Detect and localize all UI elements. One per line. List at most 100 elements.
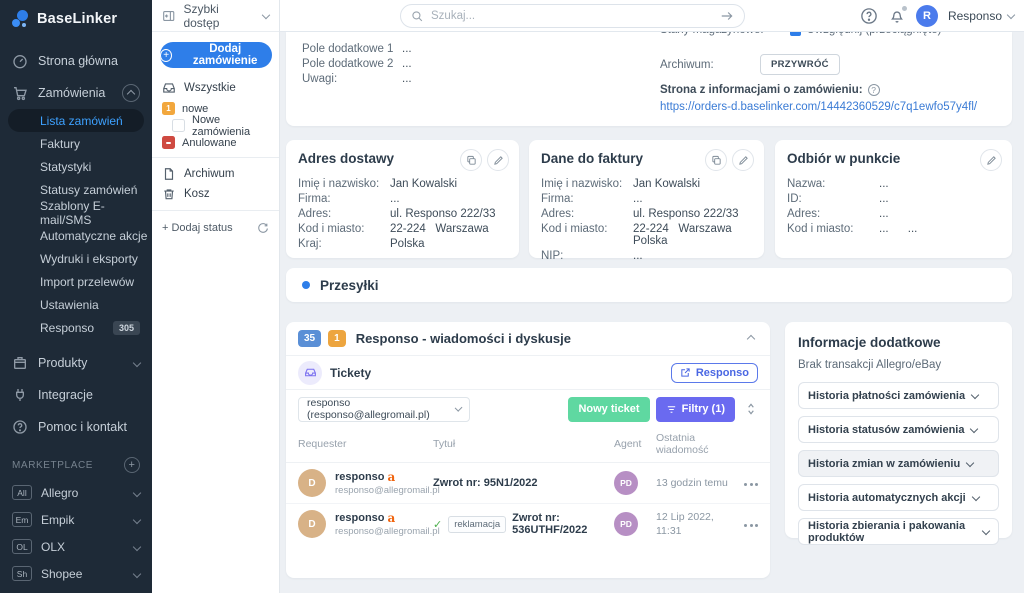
order-info-page-link[interactable]: https://orders-d.baselinker.com/14442360… [660, 101, 978, 113]
sidebar-item-label: Zamówienia [38, 86, 106, 100]
sidebar-item-allegro[interactable]: All Allegro [0, 479, 152, 506]
chevron-down-icon [1006, 10, 1016, 20]
status-filter-cancelled[interactable]: Anulowane [152, 134, 279, 151]
copy-icon[interactable] [460, 149, 482, 171]
sidebar-item-help[interactable]: Pomoc i kontakt [0, 411, 152, 443]
help-icon[interactable] [860, 7, 878, 25]
sidebar-subitem-label: Responso [40, 320, 95, 335]
accordion-status-history[interactable]: Historia statusów zamówienia [798, 416, 999, 443]
sidebar-subitem-label: Statystyki [40, 159, 92, 174]
sidebar-toggle-icon[interactable] [162, 9, 175, 23]
collapse-orders-icon[interactable] [122, 84, 140, 102]
filters-button[interactable]: Filtry (1) [655, 396, 735, 422]
sidebar-item-invoices[interactable]: Faktury [0, 132, 152, 155]
row-menu-icon[interactable] [734, 481, 758, 486]
status-filter-new-orders[interactable]: Nowe zamówienia [152, 114, 279, 138]
sidebar-item-empik[interactable]: Em Empik [0, 506, 152, 533]
filter-archive[interactable]: Archiwum [152, 164, 279, 184]
sidebar-item-responso[interactable]: Responso 305 [0, 316, 152, 339]
sidebar-item-olx[interactable]: OL OLX [0, 533, 152, 560]
shipments-section[interactable]: Przesyłki [286, 268, 1012, 302]
sidebar-item-home[interactable]: Strona główna [0, 45, 152, 77]
chevron-down-icon [132, 542, 142, 551]
trash-icon [162, 187, 176, 201]
filter-trash[interactable]: Kosz [152, 184, 279, 204]
notification-dot [901, 6, 907, 11]
filter-label: Kosz [184, 188, 210, 200]
sidebar-item-orders[interactable]: Zamówienia [0, 77, 152, 109]
accordion-picking-packing-history[interactable]: Historia zbierania i pakowania produktów [798, 518, 999, 545]
sidebar-item-automatic-actions[interactable]: Automatyczne akcje [0, 224, 152, 247]
edit-pencil-icon[interactable] [732, 149, 754, 171]
baselinker-logo-icon [12, 10, 30, 28]
edit-pencil-icon[interactable] [487, 149, 509, 171]
add-order-button[interactable]: + Dodaj zamówienie [160, 42, 272, 68]
user-avatar[interactable]: R [915, 5, 938, 27]
quick-access-header[interactable]: Szybki dostęp [152, 0, 279, 32]
sidebar-item-order-statuses[interactable]: Statusy zamówień [0, 178, 152, 201]
accordion-payment-history[interactable]: Historia płatności zamówienia [798, 382, 999, 409]
edit-pencil-icon[interactable] [980, 149, 1002, 171]
open-responso-button[interactable]: Responso [670, 362, 758, 383]
add-status-button[interactable]: + Dodaj status [152, 217, 279, 239]
sidebar-item-label: Produkty [38, 356, 88, 370]
mailbox-select[interactable]: responso (responso@allegromail.pl) [298, 396, 470, 422]
order-info-page-label: Strona z informacjami o zamówieniu: [660, 84, 863, 96]
tickets-controls: responso (responso@allegromail.pl) Nowy … [286, 390, 770, 428]
sidebar-item-emag[interactable]: eM eMAG.ro Polecana [0, 587, 152, 593]
sidebar-item-statistics[interactable]: Statystyki [0, 155, 152, 178]
pickup-point-card: Odbiór w punkcie Nazwa:... ID:... Adres:… [775, 140, 1012, 258]
accordion-automatic-actions-history[interactable]: Historia automatycznych akcji [798, 484, 999, 511]
accordion-change-history[interactable]: Historia zmian w zamówieniu [798, 450, 999, 477]
card-title: Odbiór w punkcie [787, 151, 901, 166]
copy-icon[interactable] [705, 149, 727, 171]
user-menu[interactable]: Responso [948, 9, 1016, 23]
search-input[interactable] [431, 10, 720, 22]
refresh-icon[interactable] [256, 222, 269, 235]
field-label: Pole dodatkowe 1 [302, 42, 394, 55]
field-value: 22-224 Warszawa Polska [633, 222, 742, 247]
field-label: Kod i miasto: [298, 222, 365, 235]
document-icon [162, 167, 176, 181]
responso-panel-header[interactable]: 35 1 Responso - wiadomości i dyskusje [286, 322, 770, 356]
sidebar-item-label: Integracje [38, 388, 93, 402]
olx-abbr-icon: OL [12, 539, 32, 554]
field-value: ... [402, 72, 412, 85]
ticket-row[interactable]: D responso a responso@allegromail.pl Zwro… [286, 463, 770, 504]
notifications-bell-icon[interactable] [888, 6, 907, 25]
chevron-down-icon [261, 10, 271, 19]
sidebar-item-integrations[interactable]: Integracje [0, 379, 152, 411]
clipped-scrolled-row: Stany magazynowe: Uwzględnij (przeciągni… [660, 32, 1000, 39]
brand-logo[interactable]: BaseLinker [0, 0, 152, 36]
field-label: ID: [787, 192, 802, 205]
row-menu-icon[interactable] [734, 522, 758, 527]
sidebar-item-products[interactable]: Produkty [0, 347, 152, 379]
sidebar-item-prints-exports[interactable]: Wydruki i eksporty [0, 247, 152, 270]
status-filter-new[interactable]: 1 nowe [152, 100, 279, 117]
responso-button-label: Responso [695, 366, 749, 379]
sidebar-item-shopee[interactable]: Sh Shopee [0, 560, 152, 587]
ticket-tag: reklamacja [448, 515, 507, 533]
new-ticket-button[interactable]: Nowy ticket [568, 396, 650, 422]
sidebar-item-orders-list[interactable]: Lista zamówień [8, 109, 144, 132]
sidebar-item-email-templates[interactable]: Szablony E-mail/SMS [0, 199, 152, 227]
restore-button[interactable]: PRZYWRÓĆ [760, 54, 840, 75]
sidebar-item-import-transfers[interactable]: Import przelewów [0, 270, 152, 293]
checkbox-checked[interactable] [789, 32, 801, 36]
sidebar-subitem-label: Wydruki i eksporty [40, 251, 138, 266]
responso-count-badge: 305 [112, 320, 140, 335]
collapse-panel-icon[interactable] [746, 334, 756, 343]
add-marketplace-icon[interactable]: + [124, 457, 140, 473]
search-submit-arrow-icon[interactable] [720, 9, 734, 23]
orders-quick-nav: Szybki dostęp + Dodaj zamówienie Wszystk… [152, 0, 280, 593]
help-tooltip-icon[interactable]: ? [867, 84, 880, 96]
tickets-label: Tickety [330, 365, 372, 380]
global-search[interactable] [400, 4, 745, 28]
sort-icon[interactable] [744, 402, 758, 416]
field-value: Jan Kowalski [633, 177, 701, 190]
sidebar-item-settings[interactable]: Ustawienia [0, 293, 152, 316]
ticket-row[interactable]: D responso a responso@allegromail.pl ✓ re… [286, 504, 770, 544]
no-transactions-text: Brak transakcji Allegro/eBay [798, 359, 942, 371]
filter-all-orders[interactable]: Wszystkie [152, 76, 279, 100]
unread-count-badge: 1 [328, 330, 346, 347]
